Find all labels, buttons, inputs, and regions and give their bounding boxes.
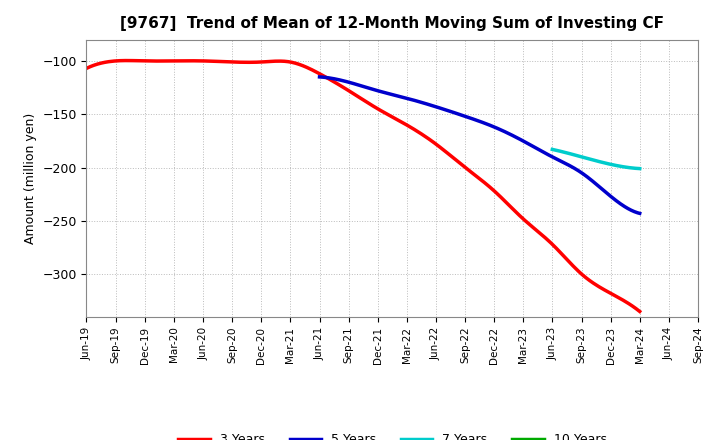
Title: [9767]  Trend of Mean of 12-Month Moving Sum of Investing CF: [9767] Trend of Mean of 12-Month Moving … [120, 16, 665, 32]
Y-axis label: Amount (million yen): Amount (million yen) [24, 113, 37, 244]
Legend: 3 Years, 5 Years, 7 Years, 10 Years: 3 Years, 5 Years, 7 Years, 10 Years [174, 429, 611, 440]
